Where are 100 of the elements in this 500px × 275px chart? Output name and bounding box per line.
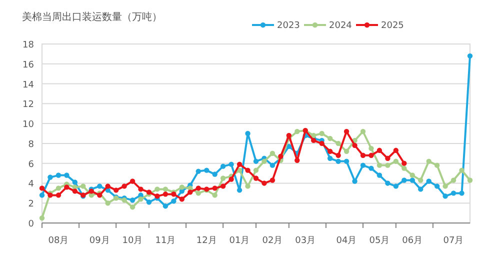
point bbox=[196, 190, 201, 196]
point bbox=[327, 148, 333, 154]
point bbox=[113, 188, 119, 193]
point bbox=[236, 188, 242, 193]
point bbox=[122, 184, 127, 189]
point bbox=[368, 166, 374, 171]
point bbox=[410, 172, 415, 178]
point bbox=[376, 172, 382, 178]
point bbox=[80, 184, 86, 189]
x-tick-label: 05月 bbox=[369, 236, 390, 246]
point bbox=[319, 130, 324, 136]
point bbox=[236, 162, 242, 167]
point bbox=[402, 178, 407, 183]
x-tick-label: 10月 bbox=[122, 236, 143, 246]
y-tick-label: 0 bbox=[28, 220, 34, 230]
x-tick-label: 06月 bbox=[402, 236, 423, 246]
point bbox=[459, 190, 464, 196]
point bbox=[97, 184, 102, 189]
point bbox=[336, 140, 341, 146]
point bbox=[311, 132, 316, 138]
point bbox=[385, 156, 390, 161]
point bbox=[270, 150, 276, 156]
x-tick-label: 12月 bbox=[196, 236, 217, 246]
point bbox=[385, 162, 390, 168]
point bbox=[402, 166, 407, 171]
legend-label: 2023 bbox=[277, 21, 300, 31]
point bbox=[393, 158, 399, 164]
point bbox=[39, 215, 45, 221]
point bbox=[56, 186, 62, 191]
y-tick-label: 10 bbox=[22, 120, 34, 130]
point bbox=[162, 203, 168, 209]
point bbox=[270, 162, 276, 168]
point bbox=[130, 178, 136, 184]
point bbox=[376, 148, 382, 154]
point bbox=[376, 162, 382, 168]
point bbox=[294, 128, 300, 134]
point bbox=[56, 172, 62, 178]
point bbox=[253, 176, 259, 181]
point bbox=[212, 186, 218, 191]
y-tick-label: 18 bbox=[22, 40, 34, 50]
point bbox=[336, 158, 341, 164]
y-tick-label: 16 bbox=[22, 60, 34, 70]
point bbox=[39, 186, 45, 191]
x-tick-label: 02月 bbox=[262, 236, 283, 246]
point bbox=[48, 174, 53, 180]
point bbox=[179, 196, 185, 202]
point bbox=[344, 148, 350, 154]
point bbox=[56, 192, 62, 198]
point bbox=[212, 172, 218, 177]
y-tick-label: 4 bbox=[28, 180, 34, 190]
point bbox=[105, 184, 110, 189]
point bbox=[286, 144, 292, 150]
point bbox=[162, 186, 168, 192]
point bbox=[442, 194, 448, 199]
point bbox=[130, 198, 136, 203]
point bbox=[39, 192, 45, 198]
point bbox=[360, 162, 366, 168]
x-tick-label: 01月 bbox=[229, 236, 250, 246]
point bbox=[64, 172, 70, 178]
x-tick-label: 08月 bbox=[48, 236, 69, 246]
point bbox=[385, 180, 390, 186]
point bbox=[212, 192, 218, 198]
x-tick-label: 09月 bbox=[89, 236, 110, 246]
point bbox=[228, 176, 234, 182]
point bbox=[171, 198, 176, 204]
point bbox=[442, 184, 448, 189]
point bbox=[220, 176, 226, 181]
point bbox=[105, 200, 110, 206]
point bbox=[450, 190, 456, 196]
point bbox=[154, 186, 160, 192]
point bbox=[245, 184, 250, 189]
point bbox=[459, 168, 464, 173]
point bbox=[426, 158, 432, 164]
point bbox=[434, 184, 440, 189]
point bbox=[162, 192, 168, 197]
x-tick-label: 07月 bbox=[443, 236, 464, 246]
y-tick-label: 8 bbox=[28, 140, 34, 150]
point bbox=[138, 186, 144, 192]
point bbox=[146, 200, 152, 205]
point bbox=[196, 186, 201, 191]
point bbox=[327, 136, 333, 142]
point bbox=[344, 158, 350, 164]
point bbox=[245, 130, 250, 136]
point bbox=[393, 184, 399, 189]
point bbox=[467, 178, 473, 183]
y-tick-label: 14 bbox=[22, 80, 34, 90]
point bbox=[450, 178, 456, 183]
point bbox=[130, 204, 136, 210]
point bbox=[418, 186, 424, 192]
point bbox=[270, 178, 276, 183]
point bbox=[467, 53, 473, 59]
point bbox=[220, 164, 226, 169]
point bbox=[204, 168, 210, 173]
point bbox=[402, 160, 407, 166]
point bbox=[262, 180, 267, 186]
y-tick-label: 2 bbox=[28, 200, 34, 210]
point bbox=[319, 140, 324, 146]
point bbox=[220, 184, 226, 189]
legend-label: 2024 bbox=[329, 21, 352, 31]
x-tick-label: 11月 bbox=[155, 236, 176, 246]
